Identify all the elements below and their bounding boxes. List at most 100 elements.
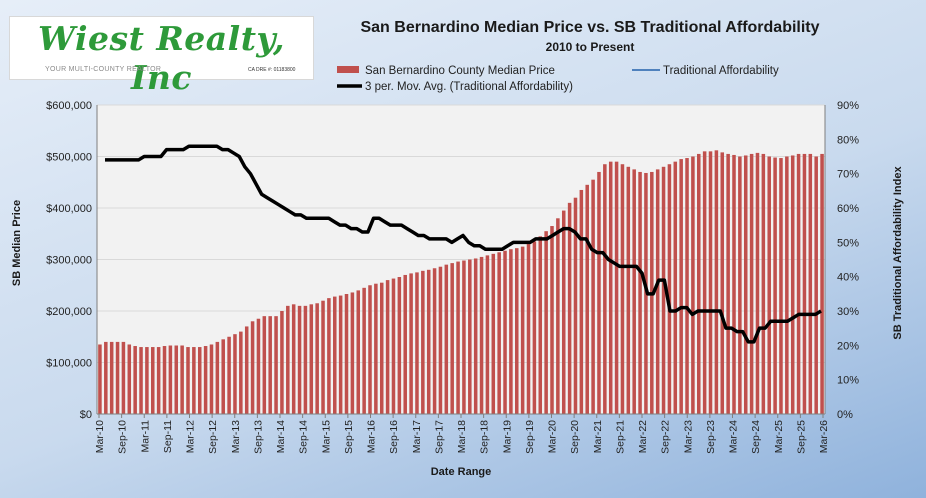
median-price-bar	[550, 226, 554, 414]
median-price-bar	[632, 169, 636, 415]
x-tick-label: Mar-23	[682, 420, 694, 453]
median-price-bar	[479, 256, 484, 414]
median-price-bar	[702, 151, 707, 414]
median-price-bar	[121, 341, 126, 414]
median-price-bar	[297, 305, 302, 414]
median-price-bar	[303, 305, 308, 414]
median-price-bar	[397, 277, 402, 414]
median-price-bar	[344, 294, 349, 414]
x-tick-label: Mar-15	[320, 420, 332, 453]
median-price-bar	[145, 347, 149, 414]
logo-license: CA DRE #: 01183800	[248, 67, 296, 73]
median-price-bar	[274, 316, 278, 414]
x-tick-label: Sep-22	[660, 420, 672, 454]
legend: San Bernardino County Median Price Tradi…	[337, 65, 779, 93]
median-price-bar	[227, 336, 231, 414]
y2-tick-label: 10%	[837, 375, 859, 387]
x-tick-label: Sep-14	[298, 420, 310, 454]
x-tick-label: Sep-23	[705, 420, 717, 454]
median-price-bar	[421, 270, 425, 414]
x-tick-label: Mar-10	[94, 420, 106, 453]
median-price-bar	[614, 161, 619, 414]
median-price-bar	[485, 255, 490, 414]
median-price-bar	[796, 153, 801, 414]
median-price-bar	[820, 153, 824, 414]
median-price-bar	[755, 152, 760, 414]
chart-title: San Bernardino Median Price vs. SB Tradi…	[360, 19, 819, 36]
legend-label-moving-avg: 3 per. Mov. Avg. (Traditional Affordabil…	[365, 81, 573, 93]
y2-tick-label: 40%	[837, 272, 859, 284]
median-price-bar	[162, 346, 167, 414]
median-price-bar	[661, 166, 666, 414]
median-price-bar	[438, 266, 443, 414]
median-price-bar	[579, 189, 584, 414]
median-price-bar	[139, 347, 143, 414]
median-price-bar	[374, 283, 378, 414]
median-price-bar	[174, 345, 179, 414]
y-tick-label: $400,000	[46, 203, 92, 215]
median-price-bar	[790, 155, 795, 414]
y2-tick-label: 70%	[837, 169, 859, 181]
y2-tick-label: 90%	[837, 100, 859, 112]
y-tick-label: $200,000	[46, 306, 92, 318]
median-price-bar	[591, 179, 595, 414]
y2-tick-label: 60%	[837, 203, 859, 215]
median-price-bar	[180, 345, 184, 414]
median-price-bar	[391, 278, 396, 414]
y-tick-label: $300,000	[46, 255, 92, 267]
x-tick-label: Sep-12	[207, 420, 219, 454]
median-price-bar	[250, 321, 255, 414]
moving-avg-series	[105, 144, 822, 344]
median-price-bar	[432, 268, 437, 414]
x-tick-label: Mar-14	[275, 420, 287, 453]
median-price-bar	[368, 285, 372, 414]
median-price-bar	[109, 341, 114, 414]
x-tick-label: Sep-15	[343, 420, 355, 454]
median-price-bar	[538, 236, 543, 414]
y2-tick-label: 20%	[837, 340, 859, 352]
median-price-bar	[192, 347, 196, 414]
x-tick-label: Mar-24	[728, 420, 740, 453]
x-tick-label: Sep-24	[750, 420, 762, 454]
logo-tagline: YOUR MULTI-COUNTY REALTOR	[45, 66, 162, 73]
median-price-bar	[544, 231, 548, 414]
median-price-bar	[262, 316, 267, 414]
median-price-bar	[561, 210, 566, 414]
median-price-bar	[156, 347, 161, 414]
median-price-bar	[685, 158, 689, 414]
y2-tick-label: 0%	[837, 409, 853, 421]
median-price-bar	[603, 164, 607, 414]
x-tick-label: Sep-20	[569, 420, 581, 454]
axes: $0 $100,000 $200,000 $300,000 $400,000 $500,0…	[46, 100, 859, 454]
median-price-bar	[98, 344, 102, 414]
median-price-bar	[415, 272, 419, 415]
median-price-bar	[151, 347, 155, 414]
median-price-bar	[426, 269, 431, 414]
x-tick-label: Mar-18	[456, 420, 468, 453]
median-price-bar	[573, 197, 578, 414]
median-price-bar	[333, 296, 337, 414]
median-price-bar	[233, 334, 237, 414]
median-price-bar	[732, 154, 736, 414]
median-price-bar	[350, 292, 355, 414]
median-price-bar	[309, 304, 314, 414]
median-price-bar	[802, 153, 807, 414]
median-price-bar	[526, 244, 531, 414]
median-price-bar	[785, 156, 789, 414]
median-price-bar	[338, 295, 343, 414]
legend-bar-swatch	[337, 66, 359, 73]
median-price-bar	[268, 316, 272, 414]
median-price-bar	[327, 298, 331, 415]
y-axis-label: SB Median Price	[11, 200, 23, 286]
median-price-bar	[520, 246, 525, 415]
median-price-bar	[691, 156, 695, 414]
median-price-bar	[356, 290, 361, 414]
median-price-bar	[743, 155, 748, 414]
median-price-bar	[673, 161, 678, 414]
median-price-bar	[221, 339, 225, 414]
median-price-bar	[491, 253, 496, 414]
median-price-bar	[761, 153, 766, 414]
x-tick-label: Mar-13	[230, 420, 242, 453]
